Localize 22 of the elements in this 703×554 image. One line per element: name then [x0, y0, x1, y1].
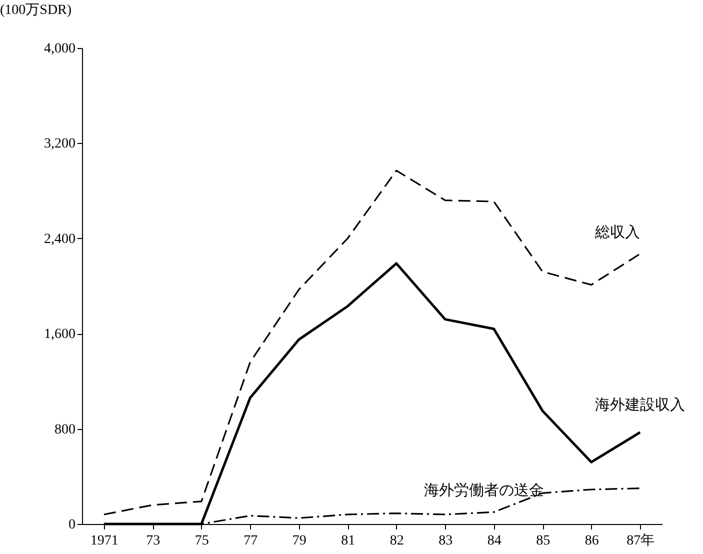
- series-label: 総収入: [594, 224, 640, 241]
- x-tick-label: 83: [438, 534, 453, 548]
- x-tick-label: 84: [487, 534, 502, 548]
- series-label: 海外建設収入: [595, 396, 686, 414]
- y-tick-label: 2,400: [44, 232, 76, 247]
- x-tick-label: 75: [194, 534, 209, 548]
- x-tick-label: 86: [584, 534, 599, 548]
- x-tick-label: 79: [292, 534, 306, 548]
- y-axis-title: (100万SDR): [0, 3, 72, 18]
- x-tick-label: 77: [244, 534, 258, 548]
- series-label: 海外労働者の送金: [424, 482, 544, 500]
- y-tick-label: 0: [68, 518, 76, 532]
- x-tick-label: 73: [146, 534, 160, 548]
- x-tick-label: 82: [390, 534, 404, 548]
- y-tick-label: 800: [54, 422, 76, 438]
- x-tick-label: 81: [341, 534, 356, 548]
- y-tick-label: 1,600: [44, 327, 76, 342]
- x-tick-label: 1971: [90, 534, 118, 548]
- x-tick-label: 85: [536, 534, 550, 548]
- y-tick-label: 3,200: [44, 136, 76, 152]
- x-tick-label: 87年: [626, 532, 655, 548]
- y-tick-label: 4,000: [44, 42, 76, 56]
